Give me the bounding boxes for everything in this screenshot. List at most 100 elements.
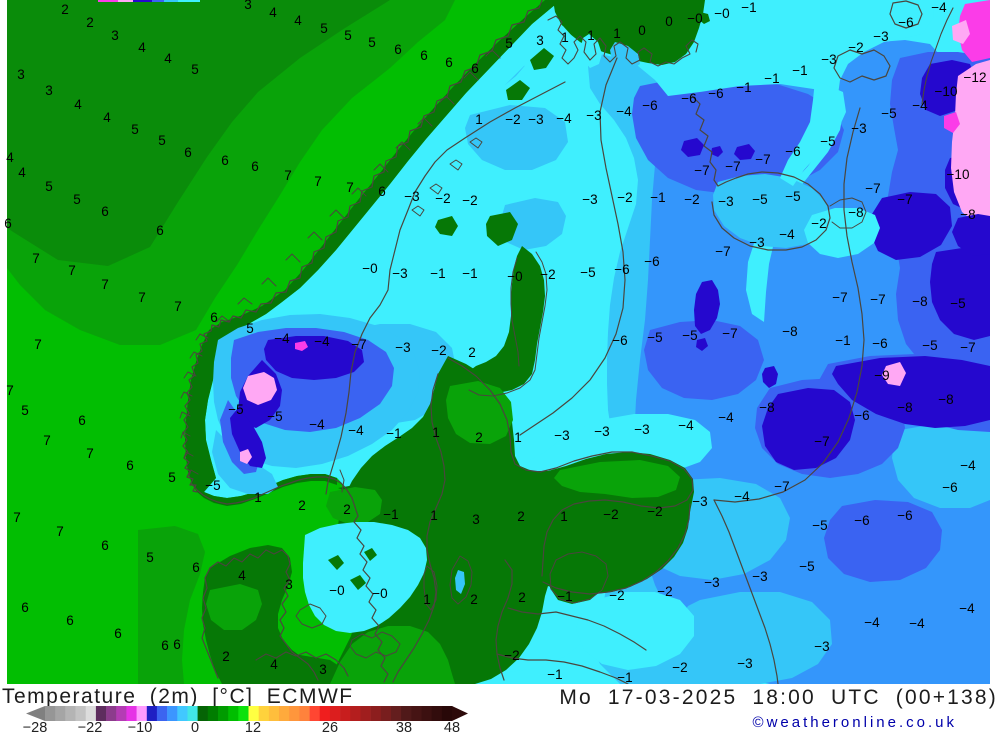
svg-text:−6: −6 xyxy=(785,144,800,159)
svg-text:−5: −5 xyxy=(820,134,835,149)
svg-text:6: 6 xyxy=(101,204,109,219)
svg-text:−4: −4 xyxy=(864,615,880,630)
svg-text:26: 26 xyxy=(322,720,338,733)
svg-text:0: 0 xyxy=(191,720,199,733)
svg-text:4: 4 xyxy=(74,97,82,112)
svg-text:1: 1 xyxy=(561,30,569,45)
svg-text:−2: −2 xyxy=(617,190,632,205)
svg-text:5: 5 xyxy=(168,470,176,485)
svg-text:−5: −5 xyxy=(647,330,662,345)
svg-text:−3: −3 xyxy=(749,235,764,250)
svg-text:5: 5 xyxy=(21,403,29,418)
svg-text:−3: −3 xyxy=(586,108,601,123)
svg-text:3: 3 xyxy=(472,512,480,527)
svg-text:7: 7 xyxy=(86,446,94,461)
svg-text:−6: −6 xyxy=(897,508,912,523)
svg-text:−1: −1 xyxy=(547,667,562,682)
svg-text:2: 2 xyxy=(475,430,483,445)
svg-text:−3: −3 xyxy=(404,189,419,204)
svg-text:−2: −2 xyxy=(684,192,699,207)
svg-text:−6: −6 xyxy=(942,480,957,495)
svg-text:−5: −5 xyxy=(580,265,595,280)
svg-text:7: 7 xyxy=(174,299,182,314)
svg-text:3: 3 xyxy=(17,67,25,82)
svg-text:7: 7 xyxy=(13,510,21,525)
svg-text:5: 5 xyxy=(158,133,166,148)
svg-text:3: 3 xyxy=(536,33,544,48)
svg-text:2: 2 xyxy=(343,502,351,517)
svg-text:6: 6 xyxy=(394,42,402,57)
svg-text:−7: −7 xyxy=(715,244,730,259)
svg-text:7: 7 xyxy=(34,337,42,352)
svg-text:6: 6 xyxy=(4,216,12,231)
svg-text:6: 6 xyxy=(471,61,479,76)
svg-text:−3: −3 xyxy=(814,639,829,654)
svg-text:−5: −5 xyxy=(785,189,800,204)
svg-text:12: 12 xyxy=(245,720,261,733)
svg-text:−5: −5 xyxy=(682,328,697,343)
svg-text:6: 6 xyxy=(210,310,218,325)
svg-text:−4: −4 xyxy=(274,331,290,346)
svg-text:−6: −6 xyxy=(854,408,869,423)
svg-text:−0: −0 xyxy=(329,583,344,598)
svg-text:−1: −1 xyxy=(835,333,850,348)
svg-text:2: 2 xyxy=(298,498,306,513)
svg-text:7: 7 xyxy=(314,174,322,189)
svg-text:−5: −5 xyxy=(228,402,243,417)
svg-text:−4: −4 xyxy=(909,616,925,631)
svg-text:−2: −2 xyxy=(609,588,624,603)
svg-text:4: 4 xyxy=(270,657,278,672)
svg-text:−4: −4 xyxy=(734,489,750,504)
svg-text:1: 1 xyxy=(560,509,568,524)
svg-text:Mo 17-03-2025 18:00 UTC (00+13: Mo 17-03-2025 18:00 UTC (00+138) xyxy=(559,686,998,709)
svg-text:6: 6 xyxy=(184,145,192,160)
svg-text:−1: −1 xyxy=(383,507,398,522)
svg-text:−10: −10 xyxy=(935,84,958,99)
svg-text:6: 6 xyxy=(21,600,29,615)
svg-text:3: 3 xyxy=(319,662,327,677)
svg-text:−0: −0 xyxy=(714,6,729,21)
svg-text:−4: −4 xyxy=(779,227,795,242)
svg-text:3: 3 xyxy=(244,0,252,12)
svg-text:−1: −1 xyxy=(650,190,665,205)
svg-text:−4: −4 xyxy=(931,0,947,15)
svg-text:4: 4 xyxy=(18,165,26,180)
svg-text:6: 6 xyxy=(420,48,428,63)
svg-text:−1: −1 xyxy=(557,589,572,604)
svg-text:3: 3 xyxy=(111,28,119,43)
svg-text:−5: −5 xyxy=(922,338,937,353)
svg-text:7: 7 xyxy=(101,277,109,292)
svg-text:−2: −2 xyxy=(540,267,555,282)
svg-text:−1: −1 xyxy=(462,266,477,281)
svg-text:4: 4 xyxy=(138,40,146,55)
svg-text:5: 5 xyxy=(191,62,199,77)
svg-text:4: 4 xyxy=(269,5,277,20)
svg-text:−1: −1 xyxy=(736,80,751,95)
svg-text:1: 1 xyxy=(514,430,522,445)
svg-text:−3: −3 xyxy=(821,52,836,67)
svg-text:−8: −8 xyxy=(897,400,912,415)
svg-text:5: 5 xyxy=(45,179,53,194)
svg-text:5: 5 xyxy=(131,122,139,137)
svg-text:−4: −4 xyxy=(309,417,325,432)
svg-text:−0: −0 xyxy=(362,261,377,276)
svg-text:−5: −5 xyxy=(205,478,220,493)
svg-text:−10: −10 xyxy=(947,167,970,182)
svg-text:1: 1 xyxy=(587,28,595,43)
svg-text:−4: −4 xyxy=(960,458,976,473)
svg-text:6: 6 xyxy=(378,184,386,199)
svg-text:2: 2 xyxy=(86,15,94,30)
svg-text:−6: −6 xyxy=(612,333,627,348)
svg-text:3: 3 xyxy=(285,577,293,592)
svg-text:−5: −5 xyxy=(881,106,896,121)
svg-text:−8: −8 xyxy=(960,207,975,222)
svg-text:−2: −2 xyxy=(657,584,672,599)
svg-text:2: 2 xyxy=(517,509,525,524)
svg-text:7: 7 xyxy=(43,433,51,448)
svg-text:1: 1 xyxy=(432,425,440,440)
svg-text:−3: −3 xyxy=(594,424,609,439)
svg-text:−3: −3 xyxy=(704,575,719,590)
svg-text:−22: −22 xyxy=(78,720,103,733)
svg-text:2: 2 xyxy=(470,592,478,607)
svg-text:−8: −8 xyxy=(848,205,863,220)
